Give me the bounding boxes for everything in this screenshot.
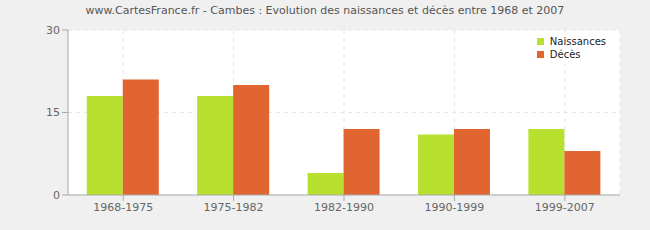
svg-text:15: 15 xyxy=(46,106,60,119)
svg-text:30: 30 xyxy=(46,24,60,37)
html-text:www.CartesFrance.fr - Cambes :: www.CartesFrance.fr - Cambes : Evolution… xyxy=(85,4,565,17)
svg-text:1990-1999: 1990-1999 xyxy=(424,201,484,214)
svg-text:1982-1990: 1982-1990 xyxy=(314,201,374,214)
svg-text:1975-1982: 1975-1982 xyxy=(204,201,264,214)
svg-text:1999-2007: 1999-2007 xyxy=(535,201,595,214)
svg-text:1968-1975: 1968-1975 xyxy=(93,201,153,214)
html-text:Naissances: Naissances xyxy=(549,36,606,47)
html-text:Décès: Décès xyxy=(549,49,581,60)
svg-text:0: 0 xyxy=(53,189,60,202)
